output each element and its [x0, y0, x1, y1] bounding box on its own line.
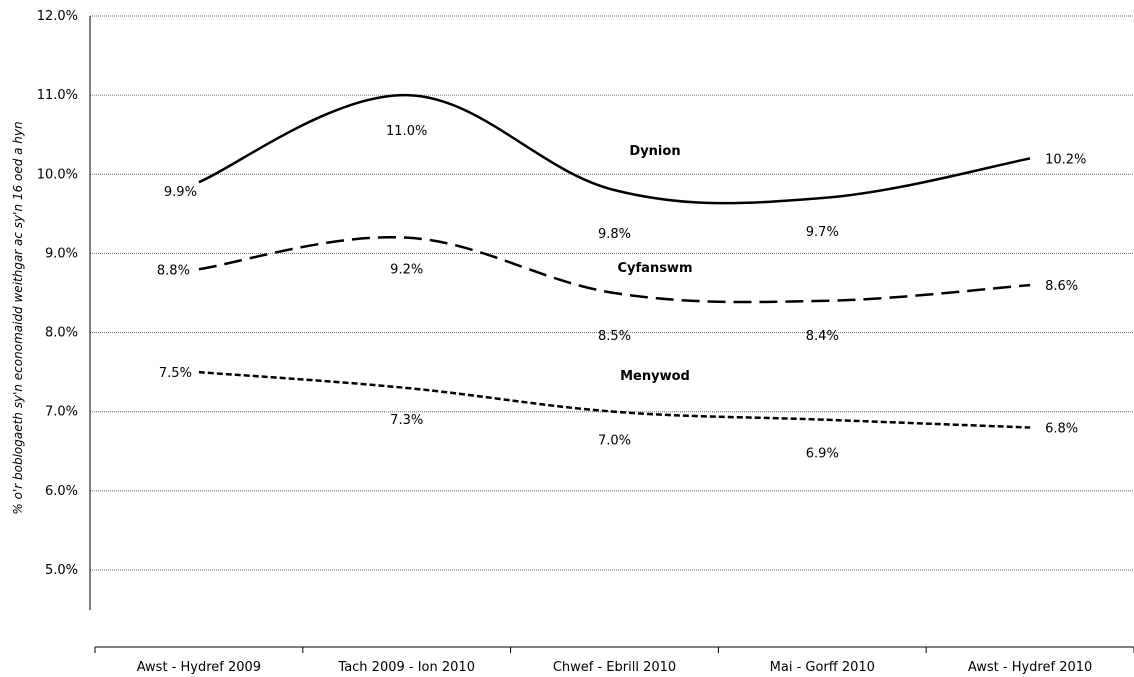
series-line-dynion: [198, 93, 1031, 205]
y-tick-label: 8.0%: [45, 326, 78, 341]
data-label: 9.2%: [390, 263, 423, 278]
data-label: 7.3%: [390, 413, 423, 428]
x-tick-label: Awst - Hydref 2009: [137, 660, 261, 675]
series-name-label: Cyfanswm: [618, 261, 693, 276]
data-label: 9.7%: [806, 225, 839, 240]
data-label: 8.6%: [1045, 279, 1078, 294]
series-line-cyfanswm: [198, 235, 1031, 304]
x-tick-label: Chwef - Ebrill 2010: [553, 660, 676, 675]
data-label: 7.0%: [598, 434, 631, 449]
data-label: 11.0%: [386, 124, 427, 139]
data-label: 8.5%: [598, 329, 631, 344]
data-label: 6.9%: [806, 447, 839, 462]
x-tick-label: Awst - Hydref 2010: [968, 660, 1092, 675]
data-label: 6.8%: [1045, 422, 1078, 437]
y-tick-label: 11.0%: [37, 88, 78, 103]
y-tick-label: 10.0%: [37, 167, 78, 182]
x-tick-label: Tach 2009 - Ion 2010: [337, 660, 475, 675]
y-tick-label: 12.0%: [37, 9, 78, 24]
y-tick-label: 9.0%: [45, 246, 78, 261]
series-line-menywod: [198, 370, 1031, 429]
y-tick-label: 5.0%: [45, 563, 78, 578]
y-tick-label: 7.0%: [45, 405, 78, 420]
series-name-label: Menywod: [620, 369, 690, 384]
data-label: 8.8%: [157, 263, 190, 278]
data-label: 9.9%: [164, 185, 197, 200]
data-label: 10.2%: [1045, 152, 1086, 167]
data-label: 9.8%: [598, 227, 631, 242]
x-tick-label: Mai - Gorff 2010: [770, 660, 875, 675]
data-label: 7.5%: [159, 366, 192, 381]
series-name-label: Dynion: [629, 144, 680, 159]
y-tick-label: 6.0%: [45, 484, 78, 499]
y-axis-title: % o'r boblogaeth sy'n economaidd weithga…: [11, 121, 25, 514]
data-label: 8.4%: [806, 329, 839, 344]
